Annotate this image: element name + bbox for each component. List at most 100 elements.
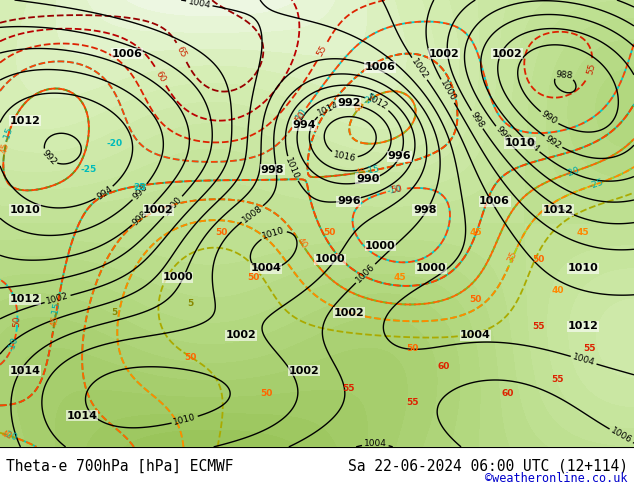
Text: 50: 50 (293, 109, 307, 124)
Text: 1010: 1010 (172, 413, 197, 427)
Text: 1002: 1002 (226, 330, 256, 340)
Text: 50: 50 (184, 353, 197, 362)
Text: 50: 50 (406, 344, 418, 353)
Text: 45: 45 (577, 228, 590, 237)
Text: 1010: 1010 (261, 226, 286, 241)
Text: 50: 50 (13, 316, 22, 327)
Text: -20: -20 (362, 91, 379, 106)
Text: 55: 55 (585, 62, 597, 75)
Text: 45: 45 (354, 167, 367, 178)
Text: 55: 55 (552, 375, 564, 384)
Text: 996: 996 (337, 196, 361, 206)
Text: 1012: 1012 (10, 294, 41, 304)
Text: 45: 45 (393, 272, 406, 282)
Text: 1000: 1000 (162, 195, 184, 218)
Text: 5: 5 (111, 308, 117, 318)
Text: 994: 994 (522, 136, 541, 154)
Text: 60: 60 (154, 69, 167, 83)
Text: 998: 998 (131, 209, 150, 227)
Text: 1014: 1014 (67, 411, 98, 420)
Text: 996: 996 (494, 125, 512, 144)
Text: -20: -20 (106, 139, 122, 147)
Text: 1006: 1006 (479, 196, 510, 206)
Text: 1006: 1006 (112, 49, 142, 59)
Text: 996: 996 (387, 151, 411, 161)
Text: 60: 60 (501, 389, 514, 398)
Text: ©weatheronline.co.uk: ©weatheronline.co.uk (485, 472, 628, 485)
Text: 1008: 1008 (240, 203, 264, 224)
Text: 988: 988 (555, 70, 573, 80)
Text: 1004: 1004 (364, 440, 387, 449)
Text: 1004: 1004 (251, 263, 281, 273)
Text: 1004: 1004 (460, 330, 491, 340)
Text: 998: 998 (469, 110, 486, 129)
Text: 994: 994 (95, 184, 114, 201)
Text: 25: 25 (133, 183, 146, 192)
Text: 1010: 1010 (283, 156, 301, 181)
Text: -20: -20 (3, 430, 19, 442)
Text: 1002: 1002 (333, 308, 364, 318)
Text: 1002: 1002 (46, 292, 70, 306)
Text: 1006: 1006 (354, 262, 377, 285)
Text: 990: 990 (356, 174, 379, 184)
Text: 1012: 1012 (365, 94, 390, 112)
Text: 50: 50 (469, 295, 482, 304)
Text: 1002: 1002 (143, 205, 174, 215)
Text: 40: 40 (353, 100, 367, 115)
Text: 1002: 1002 (289, 366, 320, 376)
Text: 40: 40 (295, 236, 309, 251)
Text: 45: 45 (49, 315, 60, 328)
Text: 1002: 1002 (492, 49, 522, 59)
Text: 55: 55 (533, 322, 545, 331)
Text: Sa 22-06-2024 06:00 UTC (12+114): Sa 22-06-2024 06:00 UTC (12+114) (347, 459, 628, 474)
Text: 1002: 1002 (410, 57, 430, 81)
Text: -10: -10 (293, 107, 309, 124)
Text: 1012: 1012 (543, 205, 573, 215)
Text: 55: 55 (342, 384, 355, 393)
Text: 1004: 1004 (571, 353, 596, 368)
Text: -25: -25 (81, 165, 97, 174)
Text: 55: 55 (583, 344, 596, 353)
Text: 992: 992 (337, 98, 361, 108)
Text: -10: -10 (386, 185, 403, 196)
Text: 40: 40 (552, 286, 564, 295)
Text: -15: -15 (51, 301, 63, 318)
Text: Theta-e 700hPa [hPa] ECMWF: Theta-e 700hPa [hPa] ECMWF (6, 459, 234, 474)
Text: 992: 992 (40, 148, 58, 167)
Text: 1014: 1014 (10, 366, 41, 376)
Text: 50: 50 (247, 272, 260, 282)
Text: 1000: 1000 (416, 263, 446, 273)
Text: -20: -20 (565, 165, 581, 178)
Text: 60: 60 (437, 362, 450, 371)
Text: 1006: 1006 (609, 426, 633, 445)
Text: 1000: 1000 (438, 79, 457, 103)
Text: 55: 55 (406, 398, 418, 407)
Text: 40: 40 (0, 429, 14, 441)
Text: 1010: 1010 (10, 205, 41, 215)
Text: 45: 45 (0, 142, 11, 154)
Text: 1000: 1000 (365, 241, 396, 251)
Text: 1004: 1004 (187, 0, 211, 10)
Text: 1006: 1006 (365, 62, 396, 72)
Text: 1000: 1000 (314, 254, 345, 264)
Text: 994: 994 (292, 120, 316, 130)
Text: 990: 990 (540, 110, 559, 126)
Text: 35: 35 (507, 250, 519, 264)
Text: 1012: 1012 (10, 116, 41, 125)
Text: 996: 996 (131, 183, 149, 201)
Text: 998: 998 (413, 205, 437, 215)
Text: 55: 55 (316, 44, 329, 58)
Text: 998: 998 (261, 165, 285, 175)
Text: 50: 50 (533, 255, 545, 264)
Text: 1010: 1010 (505, 138, 535, 148)
Text: -15: -15 (365, 165, 381, 176)
Text: 1016: 1016 (332, 150, 356, 164)
Text: 1002: 1002 (429, 49, 459, 59)
Text: 50: 50 (260, 389, 273, 398)
Text: 65: 65 (175, 45, 188, 59)
Text: 1000: 1000 (162, 272, 193, 282)
Text: 45: 45 (469, 228, 482, 237)
Text: 1014: 1014 (316, 100, 341, 118)
Text: 1012: 1012 (568, 321, 598, 331)
Text: -25: -25 (588, 177, 605, 191)
